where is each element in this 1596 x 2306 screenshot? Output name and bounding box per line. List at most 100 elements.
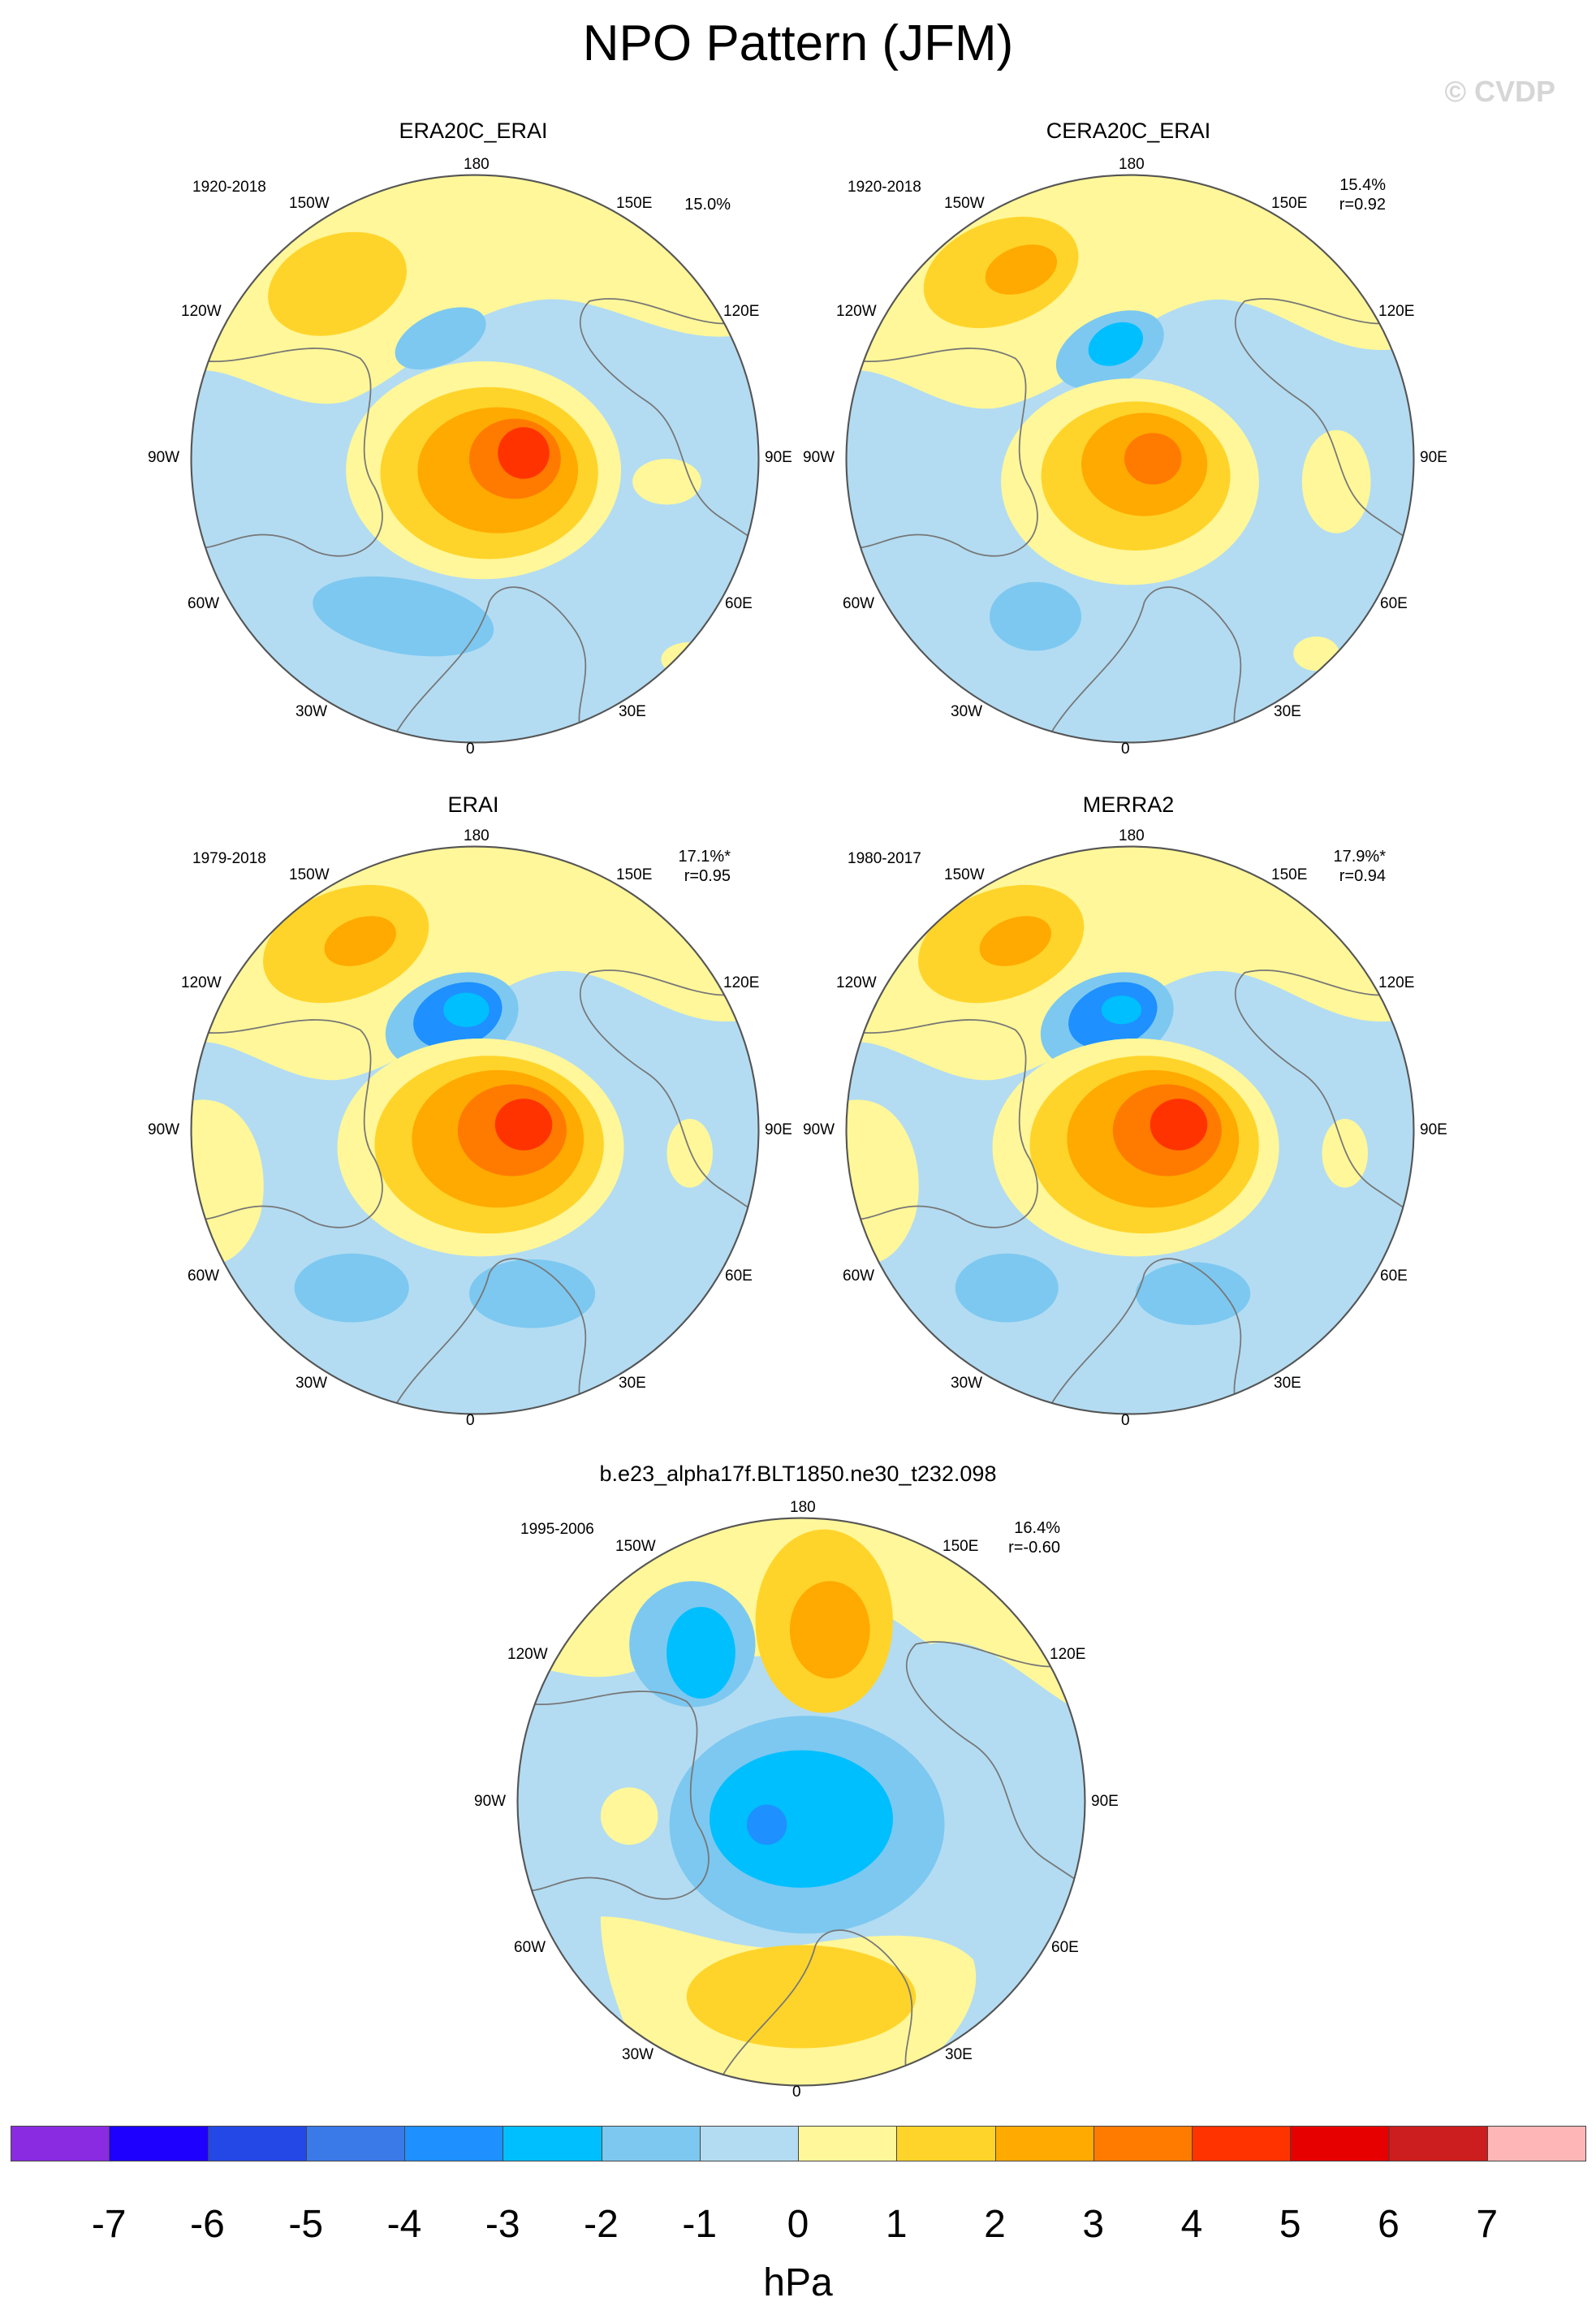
lon-label-180: 180 <box>464 827 490 844</box>
panel-1-pct: 15.0% <box>684 196 731 214</box>
lon-label-150e: 150E <box>1271 195 1308 212</box>
panel-4-title: MERRA2 <box>1082 792 1175 817</box>
lon-label-30e: 30E <box>945 2046 973 2063</box>
lon-label-90e: 90E <box>765 449 792 466</box>
colorbar-tick-label: -7 <box>91 2203 127 2246</box>
lon-label-60e: 60E <box>1051 1939 1079 1956</box>
colorbar-box <box>11 2126 110 2161</box>
lon-label-180: 180 <box>1119 827 1145 844</box>
lon-label-120w: 120W <box>181 303 222 320</box>
polar-map-panel-2 <box>845 174 1415 744</box>
lon-label-90e: 90E <box>1420 1121 1447 1138</box>
lon-label-150e: 150E <box>1271 866 1308 883</box>
lon-label-90e: 90E <box>765 1121 792 1138</box>
lon-label-30w: 30W <box>951 703 983 720</box>
panel-3-title: ERAI <box>447 792 499 817</box>
lon-label-90e: 90E <box>1420 449 1447 466</box>
lon-label-150e: 150E <box>616 866 653 883</box>
panel-2-stats: 15.4% r=0.92 <box>1296 175 1386 214</box>
panel-3-r: r=0.95 <box>684 867 731 885</box>
lon-label-150w: 150W <box>944 195 985 212</box>
panel-5-r: r=-0.60 <box>1008 1539 1060 1557</box>
panel-5-pct: 16.4% <box>1014 1519 1060 1537</box>
panel-4-r: r=0.94 <box>1339 867 1386 885</box>
colorbar-box <box>994 2126 1094 2161</box>
lon-label-60e: 60E <box>725 595 753 612</box>
colorbar-tick-label: -6 <box>190 2203 225 2246</box>
panel-3-years: 1979-2018 <box>192 850 266 867</box>
panel-1-stats: 15.0% <box>641 195 731 214</box>
lon-label-120w: 120W <box>507 1646 548 1663</box>
lon-label-120e: 120E <box>723 974 760 991</box>
lon-label-30e: 30E <box>1274 1375 1301 1392</box>
lon-label-120e: 120E <box>1050 1646 1086 1663</box>
lon-label-120w: 120W <box>181 974 222 991</box>
lon-label-180: 180 <box>1119 156 1145 173</box>
colorbar-box <box>1290 2126 1390 2161</box>
lon-label-60w: 60W <box>514 1939 546 1956</box>
lon-label-120e: 120E <box>723 303 760 320</box>
panel-1-years: 1920-2018 <box>192 179 266 196</box>
colorbar-box <box>601 2126 701 2161</box>
colorbar-tick-label: 3 <box>1082 2203 1105 2246</box>
lon-label-180: 180 <box>464 156 490 173</box>
lon-label-60w: 60W <box>188 1267 220 1285</box>
polar-map-panel-3 <box>190 845 760 1415</box>
lon-label-60e: 60E <box>725 1267 753 1285</box>
colorbar-tick-label: 5 <box>1279 2203 1301 2246</box>
colorbar <box>11 2126 1586 2171</box>
lon-label-150w: 150W <box>944 866 985 883</box>
lon-label-60w: 60W <box>843 1267 875 1285</box>
lon-label-30e: 30E <box>619 1375 646 1392</box>
lon-label-150w: 150W <box>289 195 330 212</box>
lon-label-0: 0 <box>1121 741 1130 758</box>
colorbar-box <box>207 2126 307 2161</box>
colorbar-box <box>305 2126 405 2161</box>
lon-label-150w: 150W <box>289 866 330 883</box>
panel-4-pct: 17.9%* <box>1333 848 1387 866</box>
panel-4-years: 1980-2017 <box>848 850 921 867</box>
lon-label-0: 0 <box>1121 1412 1130 1429</box>
negative-center-atlantic <box>313 576 494 657</box>
colorbar-box <box>896 2126 996 2161</box>
lon-label-30e: 30E <box>1274 703 1301 720</box>
lon-label-180: 180 <box>790 1499 816 1516</box>
colorbar-box <box>699 2126 799 2161</box>
panel-4-stats: 17.9%* r=0.94 <box>1296 847 1387 886</box>
lon-label-60w: 60W <box>843 595 875 612</box>
lon-label-30w: 30W <box>295 703 328 720</box>
lon-label-150w: 150W <box>615 1538 656 1555</box>
lon-label-90w: 90W <box>803 449 835 466</box>
lon-label-120w: 120W <box>836 974 877 991</box>
positive-band-north <box>191 175 759 404</box>
colorbar-tick-label: 2 <box>984 2203 1006 2246</box>
colorbar-box <box>503 2126 602 2161</box>
lon-label-0: 0 <box>792 2084 801 2101</box>
colorbar-tick-label: -3 <box>485 2203 520 2246</box>
lon-label-30w: 30W <box>951 1375 983 1392</box>
panel-2-years: 1920-2018 <box>848 179 921 196</box>
polar-map-panel-4 <box>845 845 1415 1415</box>
figure-title: NPO Pattern (JFM) <box>582 15 1014 71</box>
colorbar-tick-label: 0 <box>787 2203 809 2246</box>
colorbar-tick-label: -4 <box>386 2203 422 2246</box>
lon-label-90e: 90E <box>1091 1793 1119 1810</box>
lon-label-0: 0 <box>466 741 475 758</box>
positive-center-pacific <box>268 231 407 336</box>
colorbar-box <box>798 2126 898 2161</box>
colorbar-box <box>1388 2126 1488 2161</box>
lon-label-90w: 90W <box>803 1121 835 1138</box>
lon-label-30e: 30E <box>619 703 646 720</box>
panel-2-pct: 15.4% <box>1339 176 1386 194</box>
lon-label-150e: 150E <box>616 195 653 212</box>
lon-label-60w: 60W <box>188 595 220 612</box>
panel-5-years: 1995-2006 <box>520 1521 594 1538</box>
colorbar-box <box>404 2126 504 2161</box>
lon-label-120e: 120E <box>1378 974 1415 991</box>
colorbar-tick-label: 1 <box>885 2203 908 2246</box>
colorbar-units: hPa <box>763 2261 833 2304</box>
lon-label-90w: 90W <box>148 449 180 466</box>
panel-1-title: ERA20C_ERAI <box>399 119 548 143</box>
lon-label-90w: 90W <box>474 1793 507 1810</box>
polar-map-panel-1 <box>190 174 760 744</box>
